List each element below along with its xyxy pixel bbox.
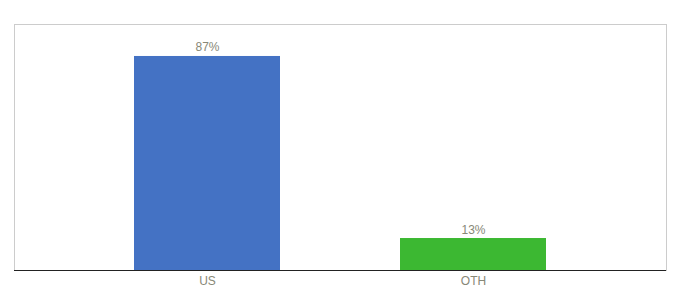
svg-text:87%: 87% (195, 40, 219, 54)
svg-text:US: US (199, 274, 216, 288)
svg-text:OTH: OTH (461, 274, 486, 288)
svg-text:13%: 13% (461, 223, 485, 237)
